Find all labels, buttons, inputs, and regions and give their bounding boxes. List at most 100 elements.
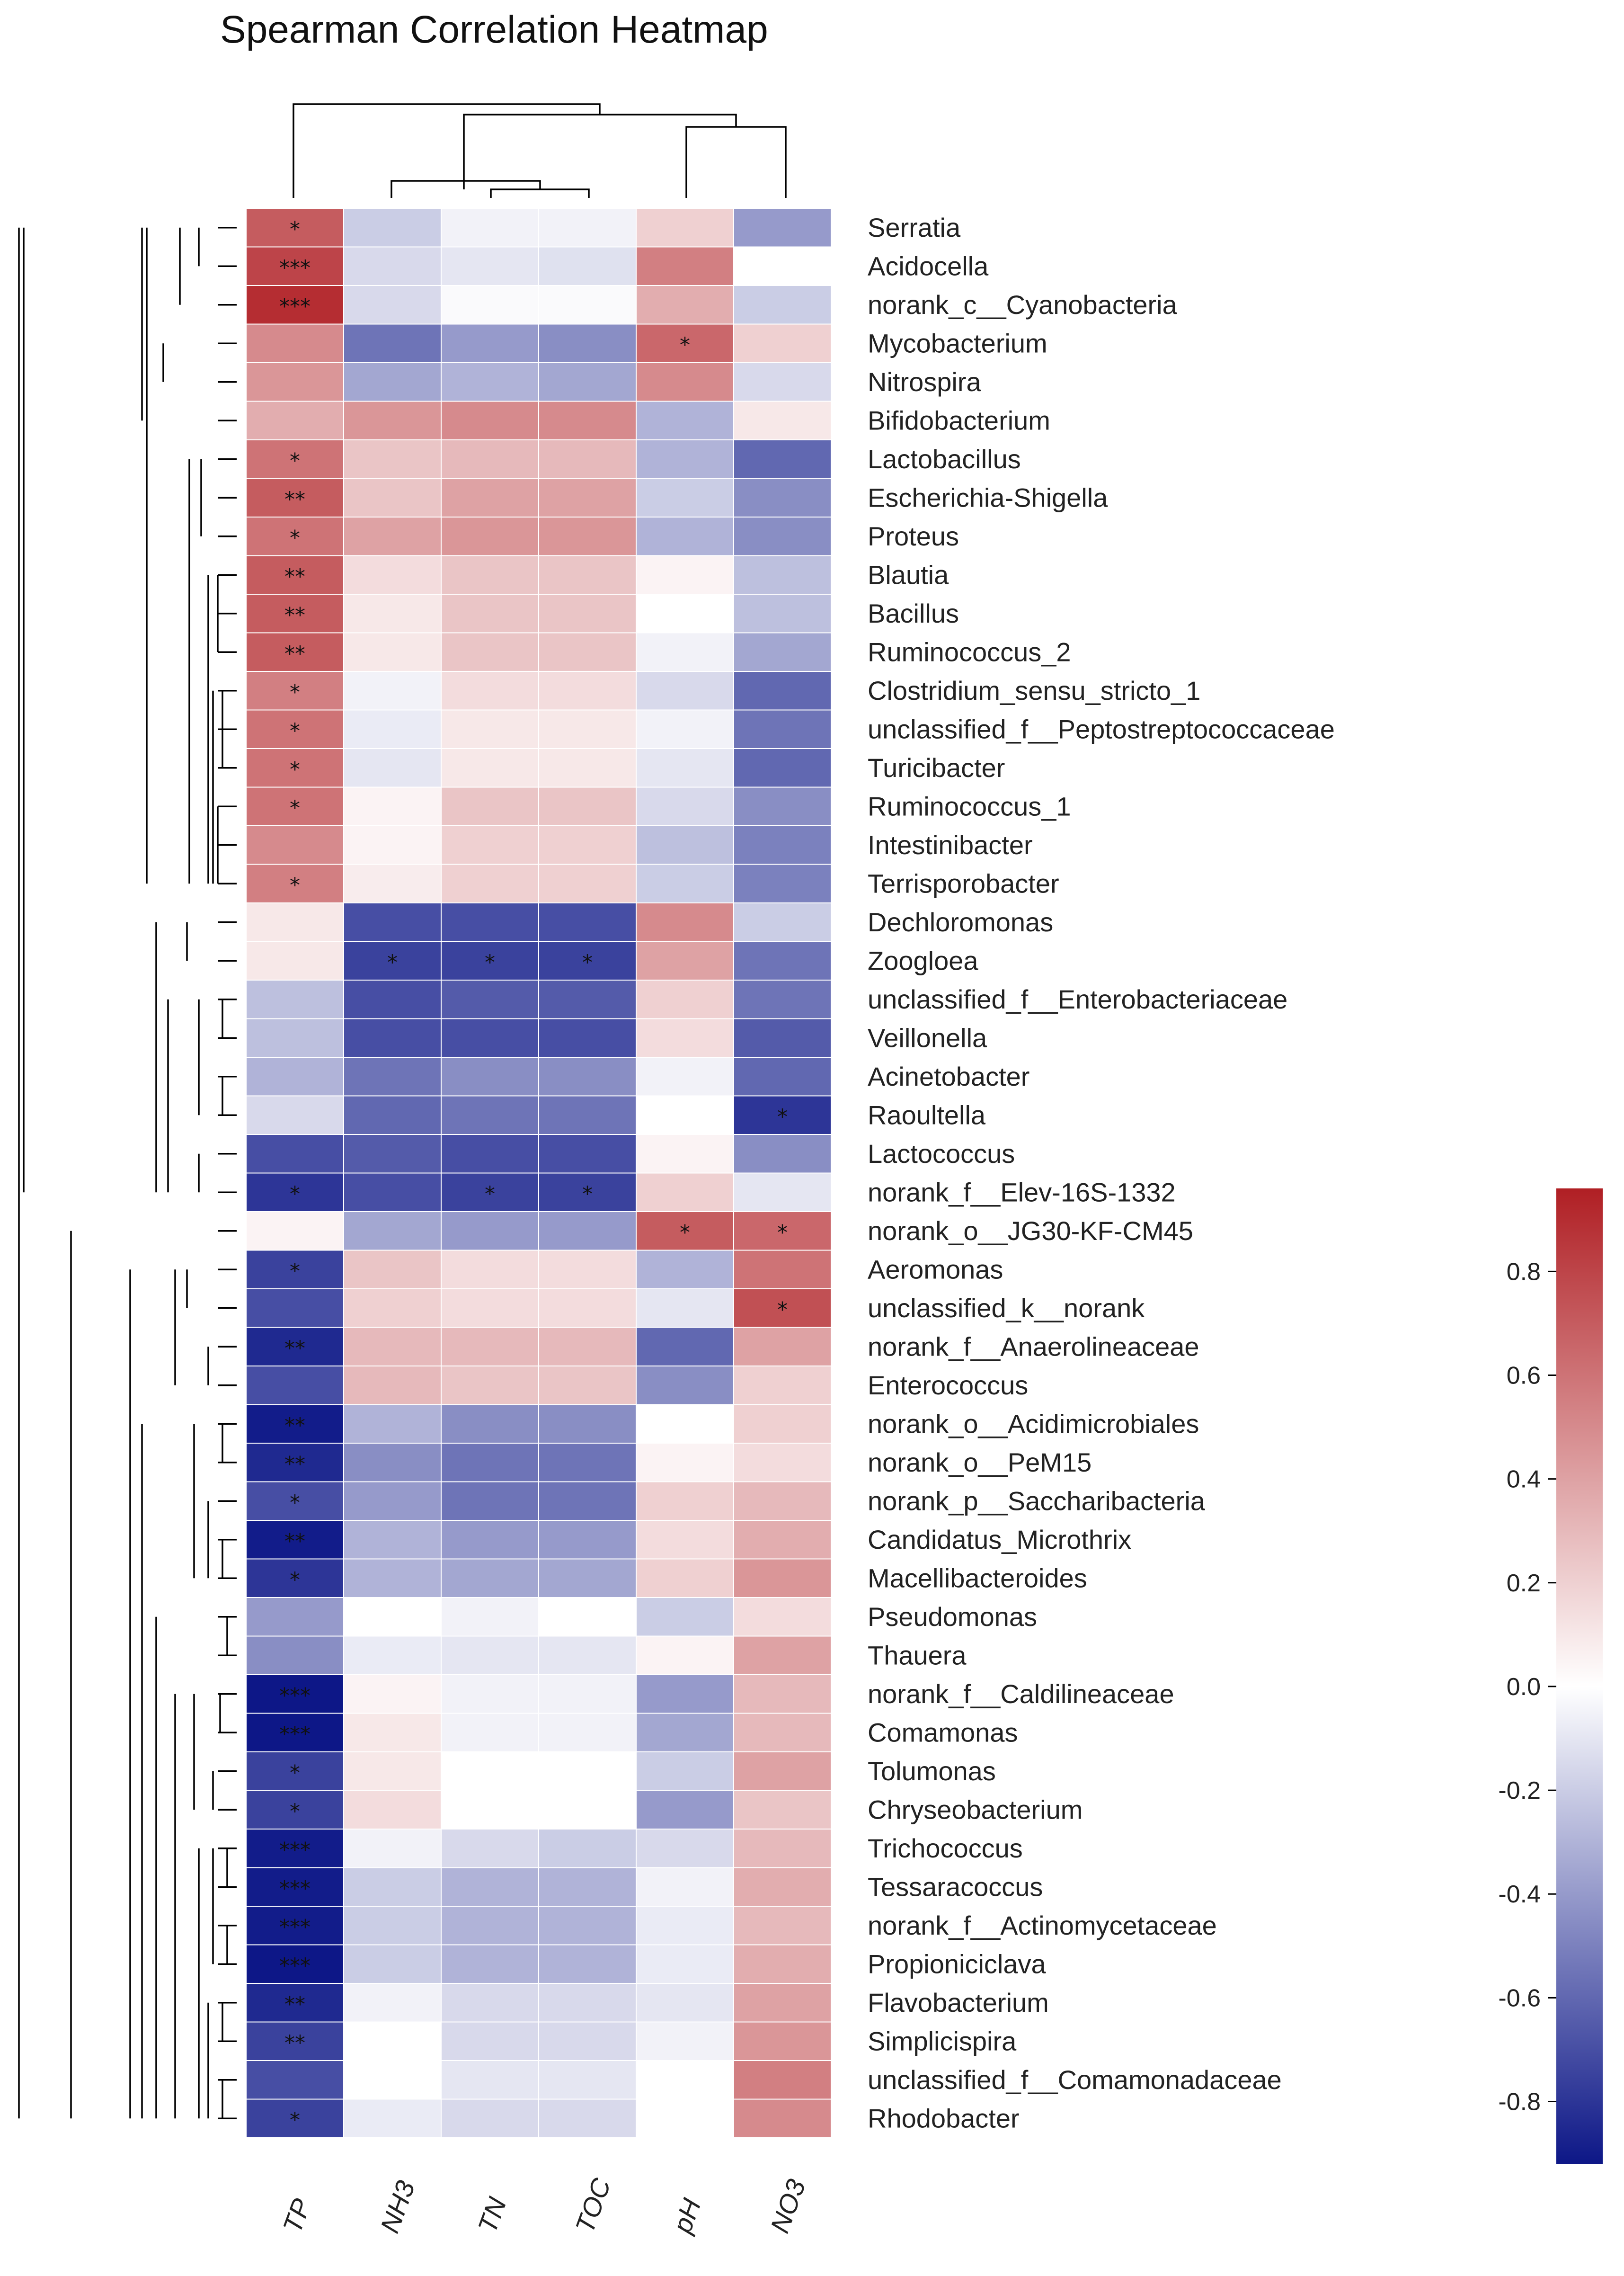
heatmap-cell <box>733 285 832 325</box>
heatmap-cell <box>636 1674 734 1714</box>
significance-mark: * <box>290 1259 300 1283</box>
significance-mark: ** <box>284 1336 305 1360</box>
row-label: Mycobacterium <box>868 328 1047 358</box>
heatmap-cell <box>636 1018 734 1058</box>
heatmap-cell <box>636 1095 734 1135</box>
heatmap-cell <box>538 1983 637 2023</box>
colorbar-tick-label: 0.4 <box>1507 1466 1541 1493</box>
heatmap-cell <box>343 1944 442 1984</box>
significance-mark: *** <box>279 256 311 280</box>
heatmap-cell <box>733 786 832 826</box>
significance-mark: *** <box>279 1722 311 1746</box>
heatmap-cell <box>733 632 832 672</box>
heatmap-cell <box>538 2021 637 2061</box>
heatmap-cell <box>246 2021 344 2061</box>
significance-mark: * <box>290 758 300 782</box>
significance-mark: * <box>290 1761 300 1785</box>
heatmap-cell <box>636 594 734 634</box>
heatmap-cell <box>246 1443 344 1482</box>
heatmap-cell <box>636 1366 734 1405</box>
row-label: Ruminococcus_2 <box>868 637 1071 667</box>
heatmap-cell <box>441 517 539 556</box>
heatmap-cell <box>246 1327 344 1366</box>
heatmap-cell <box>733 1018 832 1058</box>
significance-mark: * <box>582 950 593 974</box>
row-label: norank_o__Acidimicrobiales <box>868 1409 1199 1438</box>
significance-mark: ** <box>284 564 305 589</box>
heatmap-cell <box>636 864 734 903</box>
row-labels: Serratia Acidocella norank_c__Cyanobacteri… <box>868 213 1335 2133</box>
heatmap-cell <box>441 1944 539 1984</box>
significance-mark: ** <box>284 603 305 627</box>
heatmap-cell <box>636 1790 734 1830</box>
significance-mark: * <box>777 1105 788 1129</box>
heatmap-cell <box>538 1057 637 1097</box>
heatmap-cell <box>538 439 637 479</box>
heatmap-cell <box>636 285 734 325</box>
heatmap-cell <box>343 2021 442 2061</box>
heatmap-cell <box>538 1520 637 1560</box>
heatmap-cell <box>343 1520 442 1560</box>
heatmap-cell <box>441 2098 539 2138</box>
row-label: norank_f__Caldilineaceae <box>868 1679 1174 1709</box>
heatmap-cell <box>246 323 344 363</box>
significance-mark: * <box>777 1221 788 1245</box>
heatmap-cell <box>441 2060 539 2100</box>
heatmap-cell <box>441 1095 539 1135</box>
heatmap-cell <box>538 594 637 634</box>
heatmap-cell <box>246 1250 344 1289</box>
heatmap-cell <box>538 1095 637 1135</box>
heatmap-cell <box>441 632 539 672</box>
significance-mark: * <box>680 1221 690 1245</box>
heatmap-cell <box>441 941 539 981</box>
heatmap-cell <box>246 1944 344 1984</box>
heatmap-cell <box>636 478 734 518</box>
column-label: NH3 <box>374 2177 421 2237</box>
row-label: Intestinibacter <box>868 830 1033 860</box>
row-label: Clostridium_sensu_stricto_1 <box>868 676 1200 705</box>
heatmap-cell <box>733 1751 832 1791</box>
heatmap-cell <box>343 1404 442 1444</box>
heatmap-cell <box>441 555 539 595</box>
heatmap-cell <box>733 1057 832 1097</box>
heatmap-cell <box>246 2098 344 2138</box>
heatmap-cell <box>538 1366 637 1405</box>
heatmap-cell <box>636 246 734 286</box>
significance-mark: * <box>680 333 690 357</box>
heatmap-cell <box>441 1404 539 1444</box>
significance-mark: * <box>777 1298 788 1322</box>
heatmap-cell <box>343 1327 442 1366</box>
heatmap-cell <box>343 1211 442 1251</box>
heatmap-cell <box>636 1443 734 1482</box>
significance-mark: * <box>485 1182 495 1206</box>
column-dendrogram <box>293 103 787 198</box>
row-label: Bifidobacterium <box>868 405 1050 435</box>
heatmap-cell <box>538 1597 637 1637</box>
heatmap-cell <box>343 555 442 595</box>
heatmap-cell <box>538 517 637 556</box>
heatmap-cell <box>538 1327 637 1366</box>
heatmap-cell <box>733 594 832 634</box>
heatmap-cell <box>636 517 734 556</box>
heatmap-cell <box>343 2098 442 2138</box>
heatmap-cell <box>636 439 734 479</box>
heatmap-cell <box>246 941 344 981</box>
significance-mark: *** <box>279 295 311 319</box>
heatmap-cell <box>733 1366 832 1405</box>
significance-mark: * <box>290 719 300 743</box>
heatmap-cell <box>538 1134 637 1174</box>
heatmap-cell <box>733 2021 832 2061</box>
heatmap-cell <box>246 1829 344 1868</box>
significance-mark: * <box>290 1799 300 1823</box>
heatmap-cell <box>636 1288 734 1328</box>
heatmap-cell <box>441 1867 539 1907</box>
heatmap-cell <box>441 1597 539 1637</box>
heatmap-cell <box>441 323 539 363</box>
heatmap-cell <box>441 478 539 518</box>
heatmap-cell <box>636 2060 734 2100</box>
heatmap-cell <box>343 362 442 402</box>
heatmap-cell <box>636 401 734 440</box>
row-label: Comamonas <box>868 1717 1018 1747</box>
heatmap-cell <box>343 786 442 826</box>
